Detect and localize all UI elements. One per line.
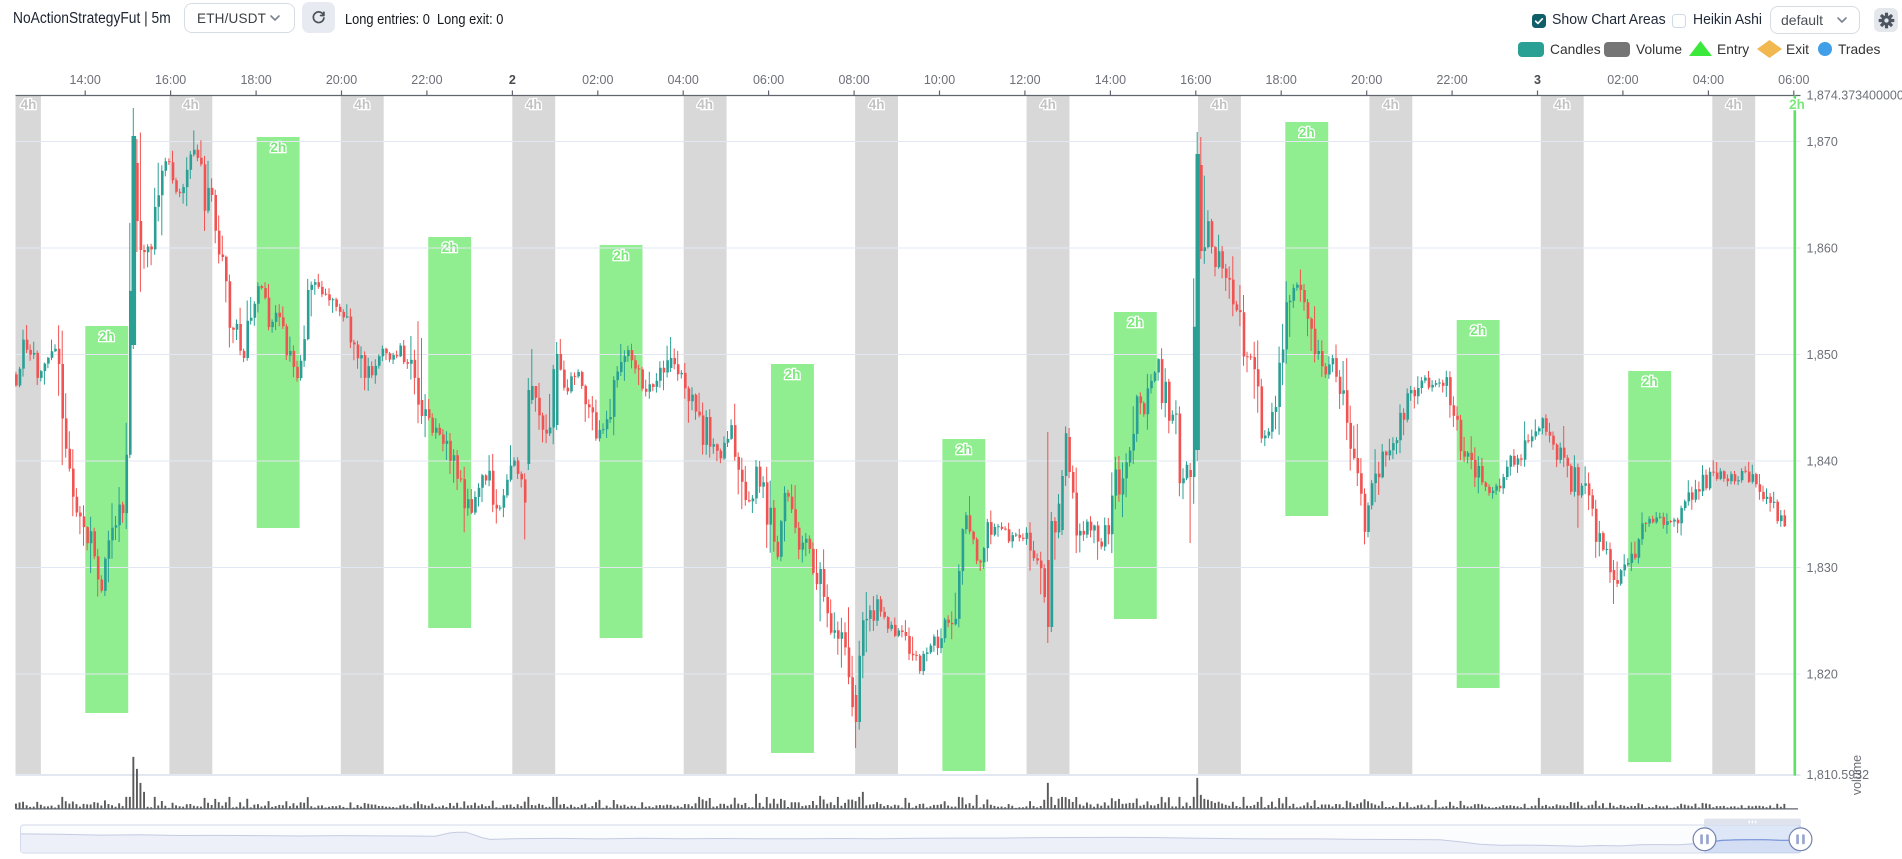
svg-text:06:00: 06:00	[753, 73, 784, 87]
svg-text:20:00: 20:00	[1351, 73, 1382, 87]
svg-text:2h: 2h	[1470, 323, 1486, 338]
svg-text:4h: 4h	[1726, 97, 1742, 112]
svg-text:2h: 2h	[785, 367, 801, 382]
svg-text:22:00: 22:00	[411, 73, 442, 87]
svg-text:02:00: 02:00	[1607, 73, 1638, 87]
svg-text:18:00: 18:00	[240, 73, 271, 87]
svg-text:16:00: 16:00	[1180, 73, 1211, 87]
svg-text:4h: 4h	[21, 97, 37, 112]
svg-text:2h: 2h	[1299, 125, 1315, 140]
svg-text:4h: 4h	[869, 97, 885, 112]
svg-text:volume: volume	[1850, 755, 1864, 795]
svg-text:1,860: 1,860	[1807, 241, 1838, 255]
svg-text:2h: 2h	[613, 248, 629, 263]
svg-text:22:00: 22:00	[1436, 73, 1467, 87]
svg-text:4h: 4h	[1383, 97, 1399, 112]
svg-text:4h: 4h	[1554, 97, 1570, 112]
svg-text:06:00: 06:00	[1778, 73, 1809, 87]
svg-text:3: 3	[1534, 73, 1541, 87]
svg-text:12:00: 12:00	[1009, 73, 1040, 87]
svg-text:14:00: 14:00	[70, 73, 101, 87]
svg-text:04:00: 04:00	[668, 73, 699, 87]
svg-text:14:00: 14:00	[1095, 73, 1126, 87]
svg-text:04:00: 04:00	[1693, 73, 1724, 87]
svg-text:2h: 2h	[1128, 315, 1144, 330]
svg-text:1,874.373400000: 1,874.373400000	[1807, 88, 1902, 102]
svg-text:4h: 4h	[1212, 97, 1228, 112]
svg-text:2h: 2h	[956, 442, 972, 457]
svg-text:2h: 2h	[1642, 374, 1658, 389]
svg-text:1,820: 1,820	[1807, 667, 1838, 681]
svg-text:2h: 2h	[1789, 97, 1805, 112]
svg-text:4h: 4h	[526, 97, 542, 112]
svg-text:16:00: 16:00	[155, 73, 186, 87]
svg-text:4h: 4h	[183, 97, 199, 112]
svg-text:02:00: 02:00	[582, 73, 613, 87]
svg-text:4h: 4h	[354, 97, 370, 112]
svg-text:4h: 4h	[697, 97, 713, 112]
svg-text:4h: 4h	[1040, 97, 1056, 112]
svg-text:1,870: 1,870	[1807, 135, 1838, 149]
svg-text:10:00: 10:00	[924, 73, 955, 87]
svg-text:1,830: 1,830	[1807, 561, 1838, 575]
svg-text:1,810.5932: 1,810.5932	[1807, 768, 1870, 782]
svg-text:2h: 2h	[99, 329, 115, 344]
svg-text:08:00: 08:00	[838, 73, 869, 87]
svg-text:1,840: 1,840	[1807, 454, 1838, 468]
svg-text:2h: 2h	[270, 140, 286, 155]
svg-text:2: 2	[509, 73, 516, 87]
svg-text:20:00: 20:00	[326, 73, 357, 87]
svg-text:1,850: 1,850	[1807, 348, 1838, 362]
svg-text:18:00: 18:00	[1266, 73, 1297, 87]
